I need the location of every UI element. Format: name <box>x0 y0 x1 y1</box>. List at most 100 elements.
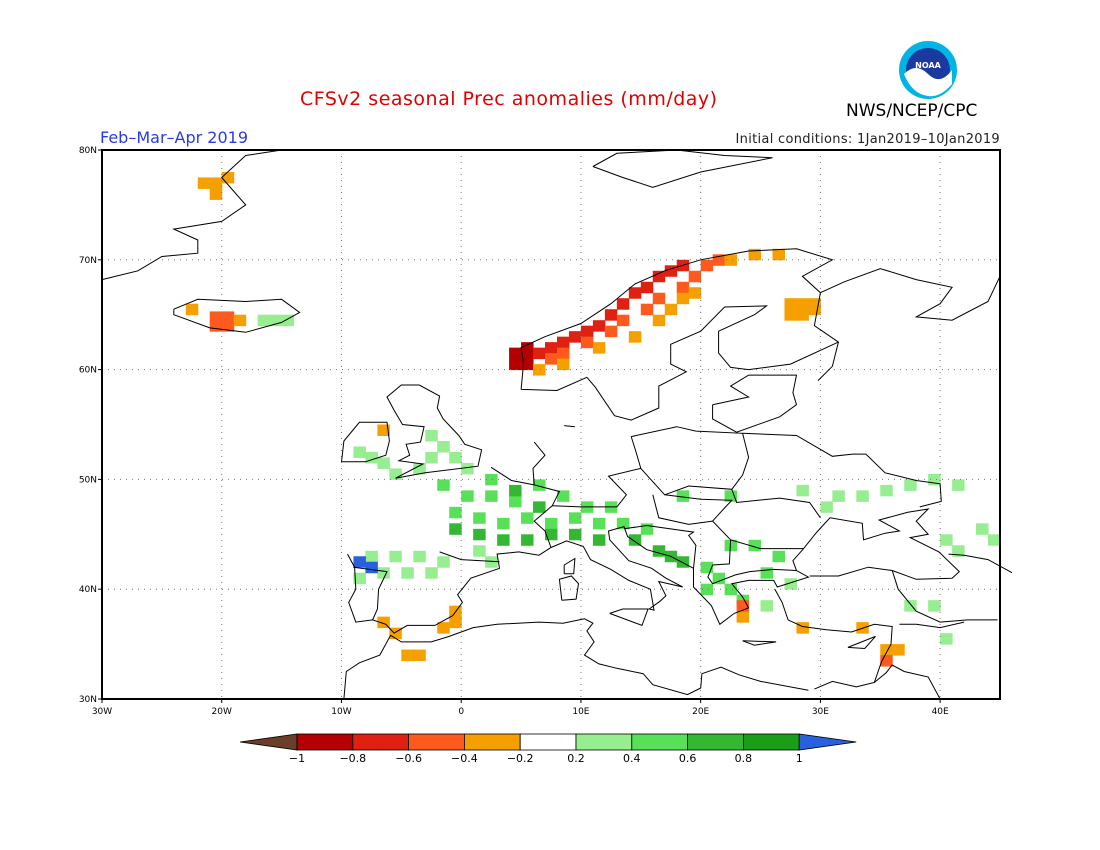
anomaly-cell <box>652 270 666 283</box>
anomaly-cell <box>521 512 534 524</box>
anomaly-cell <box>628 331 642 343</box>
lat-tick-label: 70N <box>79 256 97 266</box>
anomaly-cell <box>700 259 714 272</box>
map-frame <box>101 149 1001 700</box>
anomaly-cell <box>928 600 941 612</box>
colorbar-label: −0.8 <box>339 752 366 765</box>
anomaly-cell <box>580 325 594 338</box>
colorbar-label: −0.4 <box>451 752 478 765</box>
axis-labels: 30W 20W 10W 0 10E 20E 30E 40E 30N 40N 50N 60N 70N 80N <box>79 146 949 717</box>
anomaly-cell <box>209 177 223 189</box>
coastline-path <box>520 248 840 421</box>
anomaly-cell <box>712 572 726 585</box>
anomaly-cell <box>640 303 654 316</box>
svg-text:NOAA: NOAA <box>915 61 941 70</box>
anomaly-cell <box>556 358 570 371</box>
anomaly-cell <box>353 572 366 585</box>
lon-tick-label: 40E <box>932 707 949 717</box>
anomaly-cell <box>377 616 390 629</box>
coastline-path <box>847 635 876 650</box>
anomaly-cell <box>473 512 486 524</box>
anomaly-cell <box>952 479 965 491</box>
anomaly-cell <box>389 550 402 563</box>
colorbar-swatch <box>463 733 521 751</box>
anomaly-cell <box>209 320 223 332</box>
anomaly-cell <box>556 336 570 349</box>
anomaly-cell <box>353 556 366 568</box>
anomaly-cell <box>760 567 774 579</box>
anomaly-cell <box>616 517 630 530</box>
anomaly-cell <box>413 649 426 662</box>
anomaly-cell <box>497 517 510 530</box>
anomaly-cell <box>676 292 690 305</box>
coastline-path <box>664 494 804 550</box>
colorbar-swatch <box>631 733 688 751</box>
anomaly-cell <box>724 490 738 502</box>
anomaly-cell <box>556 490 570 502</box>
anomaly-cell <box>545 353 558 365</box>
anomaly-cell <box>556 347 570 360</box>
anomaly-cell <box>796 298 809 310</box>
anomaly-cell <box>425 429 438 442</box>
anomaly-cell <box>449 451 462 464</box>
anomaly-cell <box>796 484 809 497</box>
anomaly-cell <box>221 171 235 184</box>
anomaly-cell <box>521 358 534 371</box>
coastline-path <box>891 570 998 623</box>
coastline-path <box>439 551 500 563</box>
anomaly-cell <box>353 446 366 458</box>
colorbar-label: −1 <box>289 752 305 765</box>
anomaly-cell <box>772 550 785 563</box>
anomaly-cell <box>461 462 474 475</box>
coastline-path <box>731 489 821 519</box>
colorbar-swatch <box>519 733 577 751</box>
anomaly-cell <box>856 490 869 502</box>
colorbar-label: −0.2 <box>507 752 534 765</box>
lat-lon-grid <box>102 150 1000 699</box>
anomaly-cell <box>700 561 714 574</box>
lat-tick-label: 30N <box>79 695 97 705</box>
coastline-path <box>353 566 388 621</box>
anomaly-cell <box>365 561 378 574</box>
anomaly-cell <box>221 320 235 332</box>
anomaly-cell <box>652 292 666 305</box>
anomaly-cell <box>485 473 498 486</box>
anomaly-cell <box>628 534 642 546</box>
anomaly-cell <box>401 649 414 662</box>
lon-tick-label: 0 <box>458 707 464 717</box>
anomaly-cell <box>461 490 474 502</box>
anomaly-cell <box>257 314 271 327</box>
coastline-path <box>101 149 282 281</box>
anomaly-cell <box>748 539 762 552</box>
coastline-path <box>899 621 965 629</box>
anomaly-cell <box>485 556 498 568</box>
colorbar-label: 0.6 <box>679 752 697 765</box>
coastline-path <box>173 298 301 333</box>
anomaly-cell <box>437 440 450 453</box>
anomaly-cell <box>664 265 678 277</box>
coastline-path <box>532 441 546 485</box>
colorbar-high-arrow <box>798 733 857 751</box>
anomaly-cell <box>592 320 606 332</box>
anomaly-cell <box>389 627 402 640</box>
chart-title: CFSv2 seasonal Prec anomalies (mm/day) <box>300 88 718 110</box>
anomaly-cell <box>928 473 941 486</box>
coastlines <box>101 149 1013 700</box>
anomaly-cell <box>880 655 893 667</box>
anomaly-cell <box>784 298 797 310</box>
lon-tick-label: 10E <box>572 707 589 717</box>
anomaly-cell <box>389 468 402 480</box>
anomaly-cell <box>736 600 750 612</box>
coastline-path <box>774 588 893 690</box>
anomaly-cell <box>652 314 666 327</box>
anomaly-cell <box>976 523 989 535</box>
anomaly-cell <box>568 331 582 343</box>
anomaly-cell <box>269 314 283 327</box>
colorbar-label: 0.2 <box>567 752 585 765</box>
colorbar-label: −0.6 <box>395 752 422 765</box>
coastline-path <box>386 384 483 479</box>
anomaly-cell <box>197 177 211 189</box>
anomaly-cell <box>425 451 438 464</box>
coastline-path <box>742 432 942 508</box>
anomaly-cell <box>365 550 378 563</box>
